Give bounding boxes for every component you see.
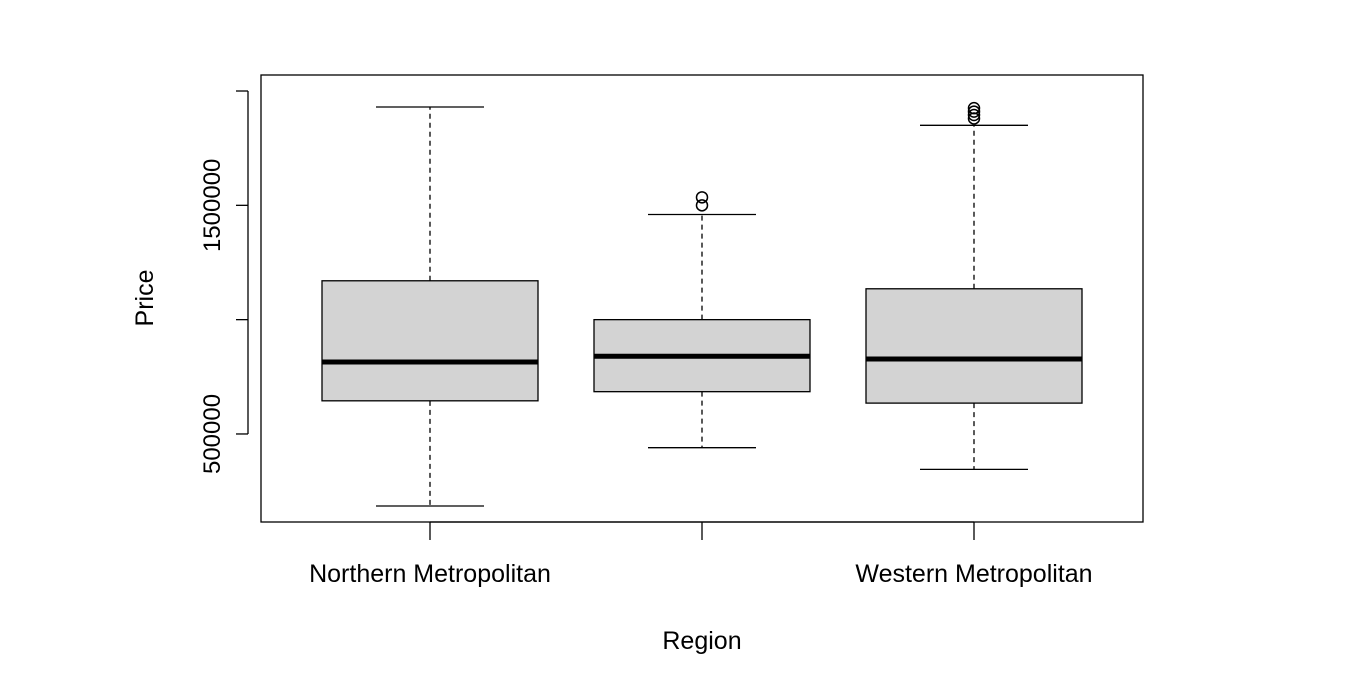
x-tick-label: Western Metropolitan [855,560,1092,588]
iqr-box [321,280,539,402]
box-group-2 [593,191,811,449]
iqr-box [865,288,1083,404]
outlier-point [967,108,981,122]
boxes-layer [321,101,1083,507]
outlier-point [695,191,709,204]
x-axis-title: Region [662,627,741,655]
y-tick-label: 1500000 [199,159,226,252]
y-tick-label: 500000 [199,394,226,474]
box-group-3 [865,101,1083,471]
x-axis: Northern Metropolitan Western Metropolita… [309,521,1093,588]
x-tick-label: Northern Metropolitan [309,560,551,588]
outlier-point [967,105,981,118]
outlier-point [967,101,981,115]
box-group-1 [321,106,539,507]
y-axis: 500000 1500000 [199,90,249,474]
outlier-point [695,199,709,212]
y-axis-title: Price [131,270,159,327]
